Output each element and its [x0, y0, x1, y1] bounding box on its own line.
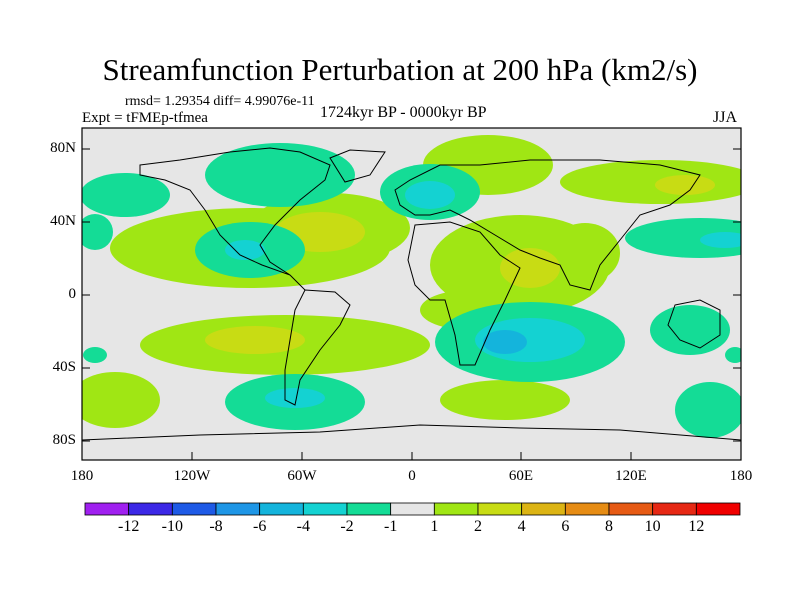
colorbar-swatch: [346, 502, 392, 516]
colorbar-level-label: 2: [474, 518, 482, 535]
colorbar-level-label: 1: [430, 518, 439, 535]
colorbar-swatch: [695, 502, 741, 516]
colorbar-swatch: [652, 502, 697, 516]
experiment-label: Expt = tFMEp-tfmea: [82, 110, 208, 126]
lat-label: 0: [68, 286, 77, 302]
colorbar-swatch: [477, 502, 523, 516]
colorbar-level-label: 6: [561, 518, 570, 535]
colorbar-swatch: [433, 502, 479, 516]
lon-label: 120W: [173, 468, 211, 484]
colorbar-level-label: -4: [296, 518, 310, 535]
coastlines: [82, 147, 741, 441]
colorbar-swatch: [564, 502, 610, 516]
colorbar-level-label: -6: [252, 518, 267, 535]
colorbar-level-label: -12: [117, 518, 140, 535]
lat-label: 80S: [52, 432, 76, 448]
colorbar-swatch: [171, 502, 217, 516]
lat-label: 40N: [50, 213, 76, 229]
stats-text: rmsd= 1.29354 diff= 4.99076e-11: [125, 94, 315, 109]
colorbar-swatch: [390, 502, 435, 516]
south-america-coast: [284, 289, 351, 406]
colorbar-level-label: 10: [644, 518, 661, 535]
colorbar-swatch: [84, 502, 130, 516]
lon-label: 180: [70, 468, 94, 484]
colorbar-swatch: [521, 502, 566, 516]
colorbar-level-label: -10: [161, 518, 183, 535]
figure-title: Streamfunction Perturbation at 200 hPa (…: [102, 52, 698, 87]
negative-anomaly-4-regions: [483, 330, 527, 354]
colorbar-level-label: 8: [605, 518, 613, 535]
lon-label: 180: [729, 468, 753, 484]
contour-fields: [82, 135, 741, 441]
greenland-coast: [329, 149, 386, 183]
colorbar-level-label: 12: [688, 518, 705, 535]
lon-label: 60E: [508, 468, 534, 484]
lon-label: 0: [408, 468, 416, 484]
australia-coast: [667, 299, 721, 349]
latitude-ticks: [82, 148, 741, 442]
lat-label: 80N: [50, 140, 76, 156]
colorbar-level-label: -8: [209, 518, 223, 535]
antarctica-coast: [82, 424, 741, 441]
lat-label: 40S: [52, 359, 76, 375]
period-label: 1724kyr BP - 0000kyr BP: [320, 104, 487, 121]
colorbar-swatch: [128, 502, 173, 516]
longitude-ticks: [81, 452, 742, 460]
colorbar-swatch: [302, 502, 348, 516]
colorbar: [84, 502, 741, 516]
eurasia-coast: [394, 159, 701, 291]
africa-coast: [407, 221, 521, 366]
colorbar-swatch: [608, 502, 654, 516]
colorbar-swatch: [259, 502, 304, 516]
lon-label: 120E: [615, 468, 647, 484]
colorbar-level-label: 4: [517, 518, 526, 535]
season-label: JJA: [713, 109, 738, 126]
colorbar-level-label: -2: [340, 518, 354, 535]
colorbar-level-label: -1: [383, 518, 398, 535]
colorbar-swatch: [215, 502, 261, 516]
lon-label: 60W: [287, 468, 317, 484]
north-america-coast: [139, 147, 331, 291]
